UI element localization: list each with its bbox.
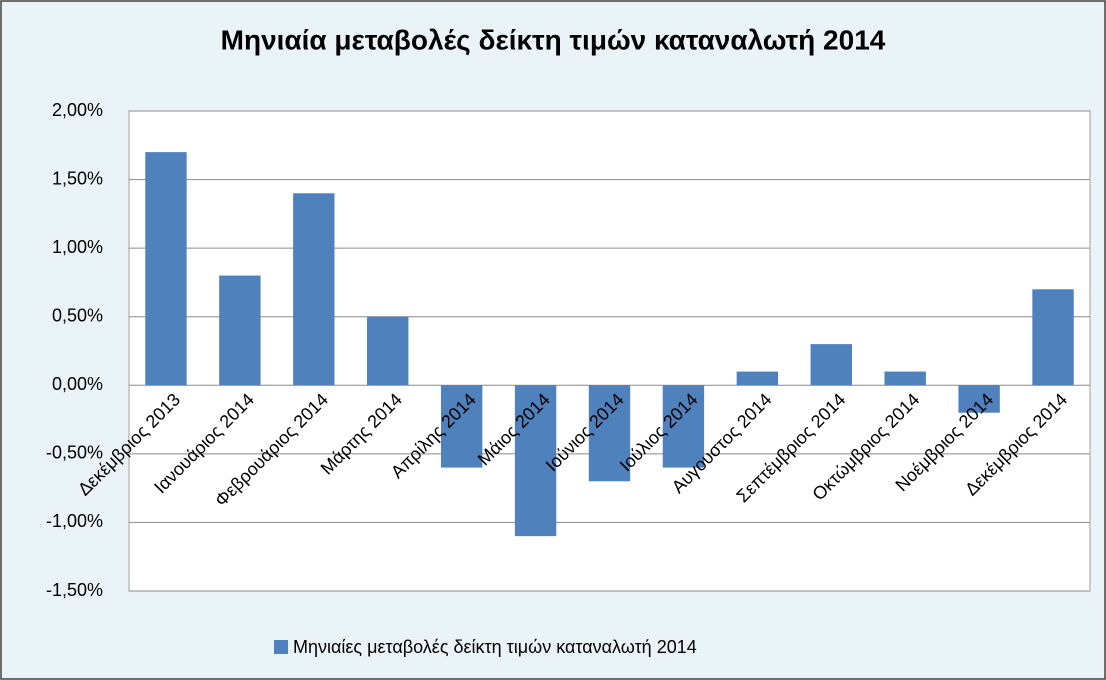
bar: [367, 316, 409, 386]
bar: [1032, 289, 1074, 386]
bar: [884, 371, 926, 386]
y-tick-label: 0,50%: [52, 305, 103, 325]
bar: [810, 344, 852, 386]
chart-title: Μηνιαία μεταβολές δείκτη τιμών καταναλωτ…: [221, 24, 886, 55]
bar: [293, 193, 335, 386]
bar: [588, 385, 631, 482]
bar: [514, 385, 557, 537]
bar: [219, 275, 261, 386]
y-tick-label: -0,50%: [46, 443, 103, 463]
y-tick-label: 2,00%: [52, 100, 103, 120]
bar: [145, 152, 187, 386]
plot-area: [128, 110, 1091, 592]
legend-label: Μηνιαίες μεταβολές δείκτη τιμών καταναλω…: [293, 637, 697, 657]
y-tick-label: -1,50%: [46, 580, 103, 600]
y-tick-label: 1,50%: [52, 168, 103, 188]
bar: [958, 385, 1000, 413]
bar: [662, 385, 705, 468]
y-tick-label: -1,00%: [46, 511, 103, 531]
legend-swatch: [274, 640, 288, 654]
y-tick-label: 0,00%: [52, 374, 103, 394]
bar: [736, 371, 779, 386]
y-tick-label: 1,00%: [52, 237, 103, 257]
bar: [440, 385, 483, 468]
